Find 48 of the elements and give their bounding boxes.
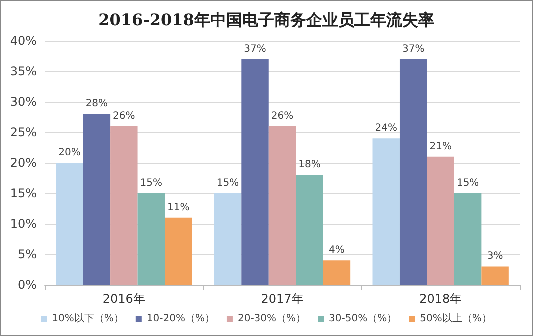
data-label: 37% (402, 44, 425, 55)
bar (110, 126, 138, 285)
y-tick-label: 15% (10, 186, 37, 200)
bar (214, 194, 242, 285)
data-label: 28% (86, 98, 108, 110)
bar (242, 59, 269, 285)
data-label: 26% (113, 110, 136, 122)
legend-label: 20-30%（%） (238, 314, 306, 324)
data-label: 18% (298, 160, 321, 171)
y-tick-label: 0% (18, 278, 37, 292)
bar (454, 194, 482, 285)
legend-label: 30-50%（%） (329, 314, 398, 324)
data-label: 21% (430, 141, 452, 152)
bar (138, 194, 166, 285)
y-tick-label: 35% (10, 64, 37, 78)
data-label: 11% (168, 202, 190, 214)
data-label: 20% (58, 148, 81, 158)
chart-title: 2016-2018年中国电子商务企业员工年流失率 (98, 10, 434, 30)
x-tick-label: 2016年 (102, 292, 146, 306)
data-label: 4% (329, 245, 345, 256)
bar (56, 163, 84, 285)
bar (165, 218, 192, 285)
bar (427, 156, 454, 285)
x-tick-label: 2017年 (261, 292, 304, 306)
data-label: 24% (375, 123, 398, 134)
bar (83, 114, 111, 285)
x-tick-label: 2018年 (420, 292, 462, 306)
bar (482, 266, 509, 285)
data-label: 3% (487, 251, 504, 262)
bar (296, 175, 324, 285)
bar (323, 260, 351, 285)
data-label: 37% (244, 44, 266, 55)
data-label: 26% (271, 110, 294, 122)
y-tick-label: 40% (10, 34, 37, 48)
bar (400, 59, 428, 285)
y-tick-label: 20% (10, 156, 37, 170)
y-tick-label: 30% (10, 95, 37, 109)
bar (372, 138, 400, 285)
legend-label: 10%以下（%） (52, 312, 124, 324)
y-tick-label: 5% (18, 248, 37, 262)
data-label: 15% (216, 178, 240, 189)
y-tick-label: 10% (10, 217, 37, 231)
bar (268, 126, 296, 285)
legend-label: 10-20%（%） (146, 314, 215, 324)
y-tick-label: 25% (10, 126, 37, 140)
data-label: 15% (456, 178, 480, 189)
data-label: 15% (140, 178, 163, 189)
legend-label: 50%以上（%） (420, 312, 492, 324)
